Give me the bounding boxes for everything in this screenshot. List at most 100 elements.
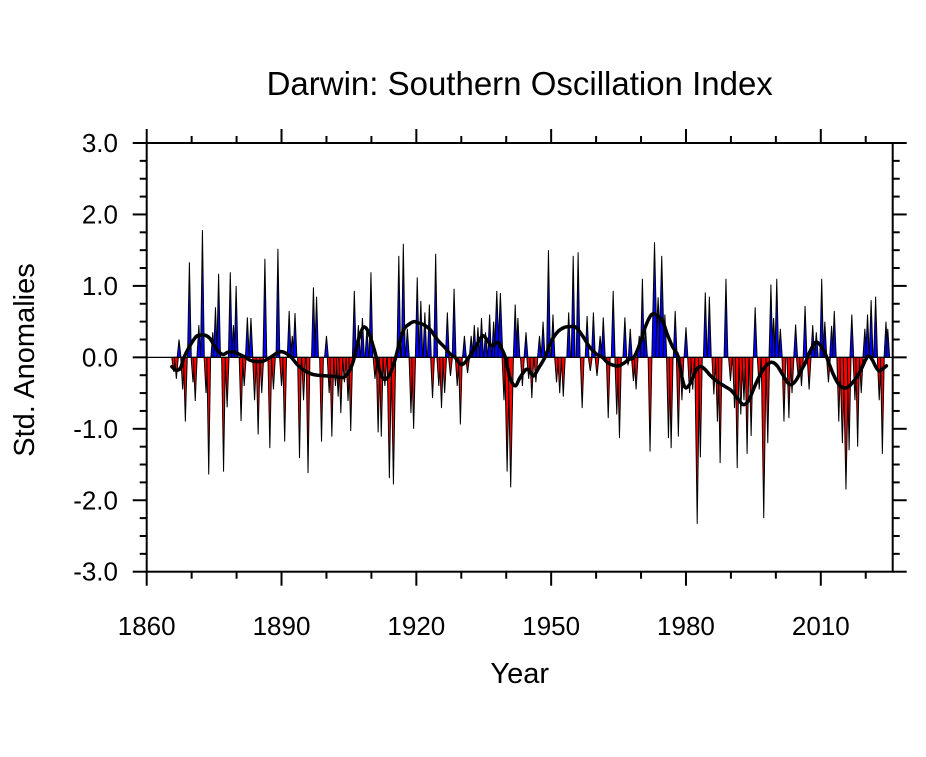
positive-anomaly-spike [566,312,572,358]
negative-anomaly-spike [846,356,852,451]
y-axis-title: Std. Anomalies [9,263,41,456]
positive-anomaly-spike [702,292,708,358]
negative-anomaly-spike [579,356,585,409]
positive-anomaly-spike [706,296,712,358]
y-tick-label: 0.0 [82,342,118,372]
negative-anomaly-spike [457,356,463,425]
positive-anomaly-spike [627,328,633,358]
positive-anomaly-spike [292,313,298,358]
negative-anomaly-spike [282,356,288,442]
anomaly-spike-series [171,230,891,524]
positive-anomaly-spike [461,335,467,358]
negative-anomaly-spike [557,356,563,394]
negative-anomaly-spike [587,356,593,371]
positive-anomaly-spike [831,310,837,358]
positive-anomaly-spike [418,300,424,358]
positive-anomaly-spike [176,339,182,358]
negative-anomaly-spike [617,356,622,439]
negative-anomaly-spike [338,356,344,414]
positive-anomaly-spike [414,277,420,358]
x-axis-title: Year [490,658,549,690]
x-tick-label: 1860 [118,611,176,641]
y-tick-label: 3.0 [82,128,118,158]
negative-anomaly-spike [697,356,703,458]
positive-anomaly-spike [400,243,406,358]
axis-ticks [132,129,907,586]
positive-anomaly-spike [868,300,874,358]
positive-anomaly-spike [286,310,292,358]
negative-anomaly-spike [781,356,787,422]
negative-anomaly-spike [430,356,435,399]
negative-anomaly-spike [529,356,535,399]
negative-anomaly-spike [267,356,273,449]
positive-anomaly-spike [314,296,319,358]
positive-anomaly-spike [873,296,879,358]
positive-anomaly-spike [600,317,606,358]
positive-anomaly-spike [262,258,268,358]
negative-anomaly-spike [319,356,324,442]
negative-anomaly-spike [192,356,198,401]
negative-anomaly-spike [765,356,771,444]
positive-anomaly-spike [777,328,783,358]
lowpass-curve-path [170,312,889,407]
x-tick-label: 1890 [253,611,311,641]
positive-anomaly-spike [324,335,329,358]
x-tick-label: 1920 [387,611,445,641]
positive-anomaly-spike [752,307,758,358]
plot-frame [145,142,894,573]
negative-anomaly-spike [411,356,417,429]
negative-anomaly-spike [206,356,212,475]
y-tick-label: -3.0 [73,557,118,587]
negative-anomaly-spike [224,356,230,408]
positive-anomaly-spike [451,288,457,358]
positive-anomaly-spike [683,327,689,358]
negative-anomaly-spike [390,356,397,485]
positive-anomaly-spike [515,318,521,358]
x-tick-labels: 1860 1890 1920 1950 1980 2010 [118,611,850,641]
y-tick-label: 2.0 [82,199,118,229]
positive-anomaly-spike [865,314,870,358]
negative-anomaly-spike [182,356,188,422]
positive-anomaly-spike [275,248,281,358]
positive-anomaly-spike [639,278,645,358]
negative-anomaly-spike [605,356,611,419]
positive-anomaly-spike [849,314,855,358]
x-tick-label: 2010 [792,611,850,641]
negative-anomaly-spike [238,356,244,421]
y-tick-label: -2.0 [73,485,118,515]
negative-anomaly-spike [448,356,453,376]
negative-anomaly-spike [241,356,247,386]
chart-title: Darwin: Southern Oscillation Index [267,65,774,102]
positive-anomaly-spike [622,317,628,358]
positive-anomaly-spike [723,278,729,358]
x-tick-label: 1950 [522,611,580,641]
positive-anomaly-spike [537,335,542,358]
negative-anomaly-spike [329,356,335,437]
negative-anomaly-spike [734,356,740,469]
negative-anomaly-spike [252,356,257,401]
positive-anomaly-spike [200,230,205,358]
positive-anomaly-spike [610,290,616,358]
negative-anomaly-spike [760,356,767,519]
x-tick-label: 1980 [657,611,715,641]
positive-anomaly-spike [774,278,780,358]
positive-anomaly-spike [359,318,365,358]
negative-anomaly-spike [728,356,733,381]
negative-anomaly-spike [560,356,566,397]
negative-anomaly-spike [806,356,812,390]
y-tick-label: 1.0 [82,271,118,301]
negative-anomaly-spike [789,356,795,394]
negative-anomaly-spike [301,356,306,401]
positive-anomaly-spike [523,332,529,358]
negative-anomaly-spike [647,356,653,452]
positive-anomaly-spike [248,318,254,358]
positive-anomaly-spike [227,272,233,358]
positive-anomaly-spike [487,314,493,358]
negative-anomaly-spike [717,356,723,464]
negative-anomaly-spike [382,356,388,386]
positive-anomaly-spike [570,255,576,358]
positive-anomaly-spike [540,321,546,358]
positive-anomaly-spike [404,328,410,358]
positive-anomaly-spike [793,324,799,358]
